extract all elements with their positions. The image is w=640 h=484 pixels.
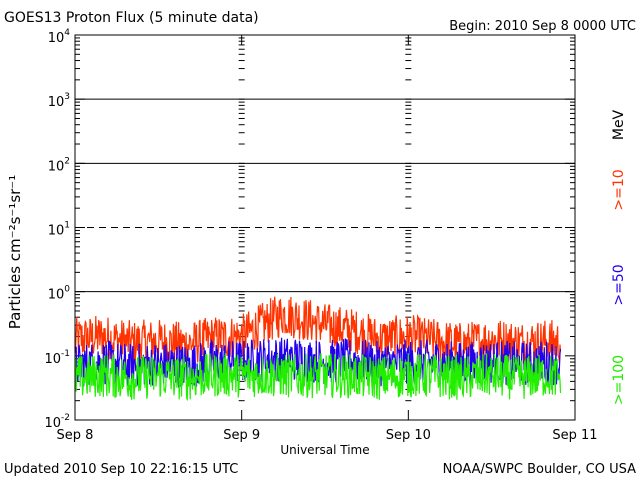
legend-entry: >=50 bbox=[611, 264, 627, 305]
y-tick-label: 102 bbox=[48, 156, 70, 174]
legend-entry: >=100 bbox=[611, 355, 627, 405]
plot-frame bbox=[74, 34, 576, 421]
updated-label: Updated 2010 Sep 10 22:16:15 UTC bbox=[4, 462, 238, 477]
x-tick-label: Sep 10 bbox=[386, 428, 431, 443]
y-tick-label: 10-1 bbox=[44, 349, 70, 367]
y-tick-label: 10-2 bbox=[44, 413, 70, 431]
x-tick-label: Sep 9 bbox=[223, 428, 260, 443]
x-axis-label: Universal Time bbox=[280, 443, 369, 457]
y-tick-label: 104 bbox=[48, 28, 71, 46]
legend-unit: MeV bbox=[611, 109, 627, 140]
chart-title: GOES13 Proton Flux (5 minute data) bbox=[4, 10, 259, 26]
y-tick-label: 101 bbox=[48, 221, 70, 239]
legend-entry: >=10 bbox=[611, 169, 627, 210]
x-tick-label: Sep 8 bbox=[57, 428, 94, 443]
svg-text:Particles cm⁻²s⁻¹sr⁻¹: Particles cm⁻²s⁻¹sr⁻¹ bbox=[6, 175, 24, 329]
series-line bbox=[74, 353, 562, 402]
y-tick-label: 103 bbox=[48, 92, 70, 110]
begin-label: Begin: 2010 Sep 8 0000 UTC bbox=[449, 19, 636, 34]
credit-label: NOAA/SWPC Boulder, CO USA bbox=[443, 462, 636, 477]
x-tick-label: Sep 11 bbox=[552, 428, 597, 443]
y-axis-label: Particles cm⁻²s⁻¹sr⁻¹ bbox=[6, 175, 24, 329]
y-tick-label: 100 bbox=[48, 285, 71, 303]
